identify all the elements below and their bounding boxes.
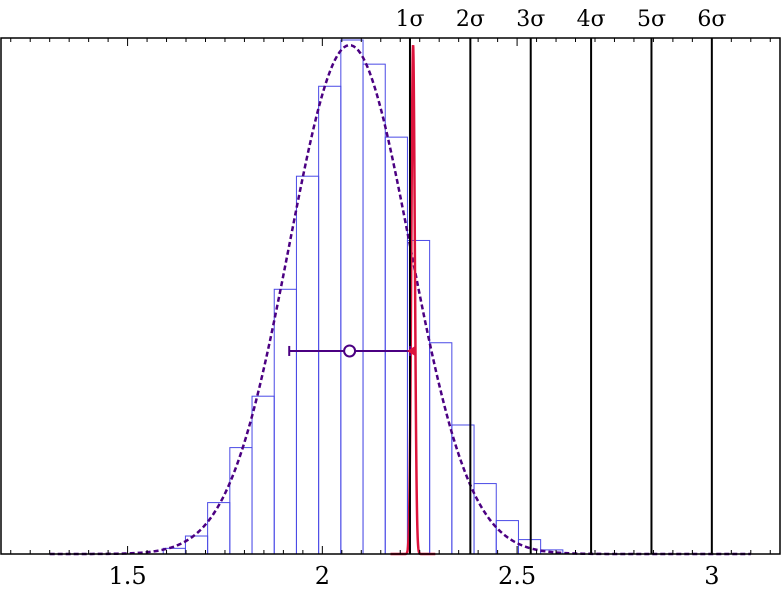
sigma-lines xyxy=(408,38,713,554)
sigma-label: 4σ xyxy=(577,7,606,32)
error-bar xyxy=(288,344,416,358)
histogram-bin xyxy=(207,502,231,555)
x-tick-label: 2 xyxy=(315,562,330,589)
histogram-bin xyxy=(318,85,342,555)
histogram-bin xyxy=(362,63,386,555)
sigma-label: 3σ xyxy=(516,7,545,32)
histogram-bin xyxy=(184,535,209,555)
x-tick-label: 2.5 xyxy=(498,562,536,589)
histogram-bin xyxy=(473,483,497,555)
histogram-bin xyxy=(340,39,364,555)
curves xyxy=(49,43,751,556)
x-axis-ticks xyxy=(10,38,771,554)
sigma-label: 6σ xyxy=(697,7,726,32)
reference-marker xyxy=(407,345,416,356)
x-axis-tick-labels: 1.5 2 2.5 3 xyxy=(109,562,720,589)
histogram-bin xyxy=(384,136,408,555)
sigma-label: 2σ xyxy=(456,7,485,32)
histogram-bin xyxy=(229,447,253,555)
gaussian-fit-curve xyxy=(49,43,751,556)
histogram-bin xyxy=(273,288,297,555)
point-estimate-marker xyxy=(343,344,357,358)
x-tick-label: 3 xyxy=(704,562,719,589)
histogram-bin xyxy=(295,175,320,555)
sigma-label: 5σ xyxy=(637,7,666,32)
sigma-label: 1σ xyxy=(395,7,424,32)
narrow-peak-curve xyxy=(390,44,436,556)
histogram-bins xyxy=(162,39,564,555)
sigma-labels: 1σ 2σ 3σ 4σ 5σ 6σ xyxy=(395,7,726,32)
plot-frame xyxy=(0,37,781,555)
x-tick-label: 1.5 xyxy=(109,562,147,589)
histogram-bin xyxy=(429,342,453,555)
histogram-bin xyxy=(251,395,275,555)
